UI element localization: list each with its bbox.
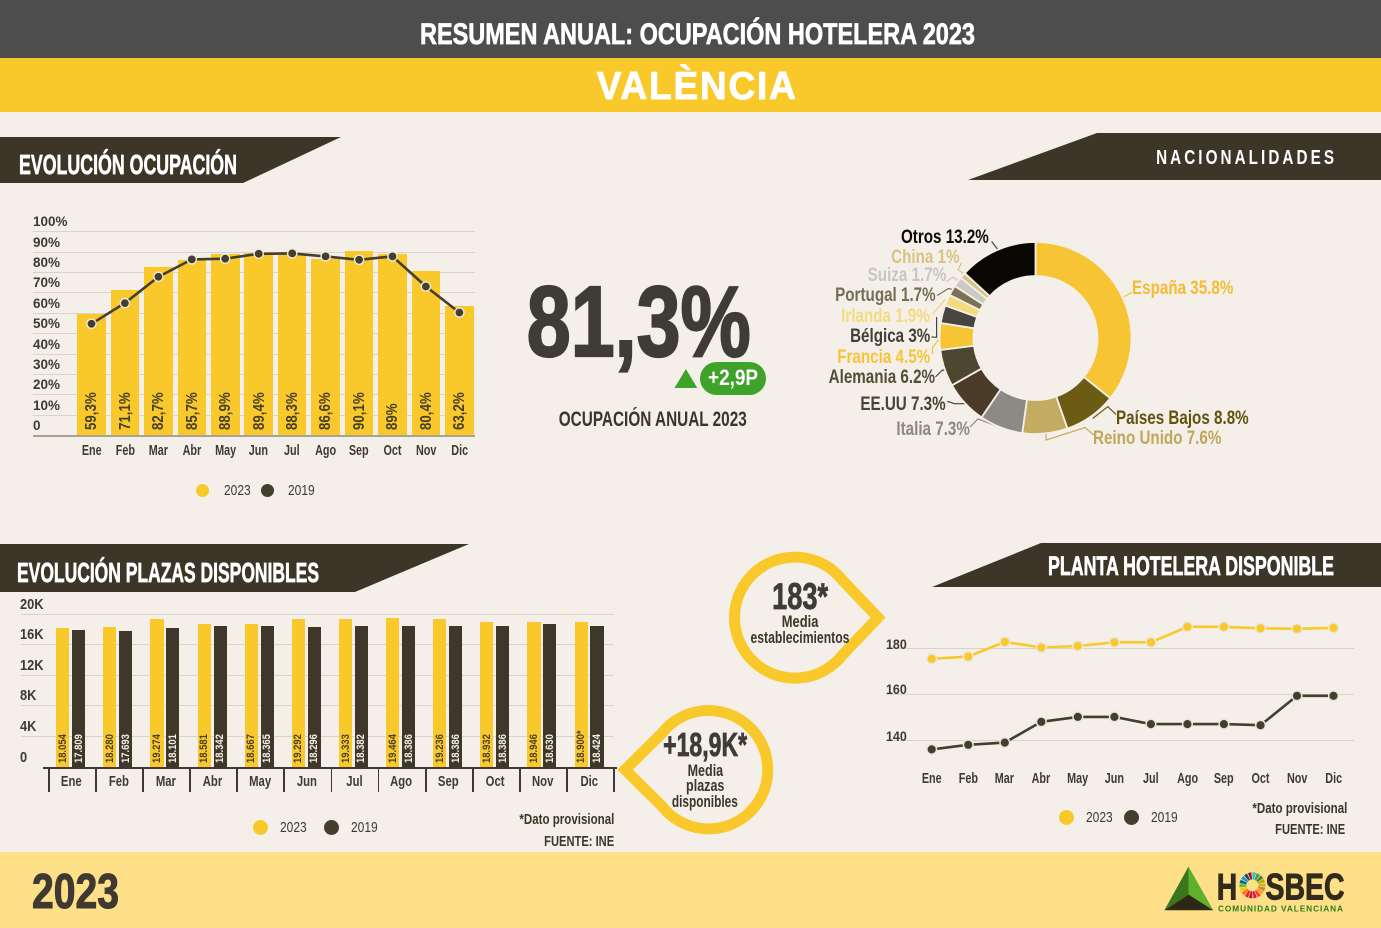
- svg-text:COMUNIDAD VALENCIANA: COMUNIDAD VALENCIANA: [1218, 903, 1343, 913]
- svg-text:H: H: [1217, 867, 1238, 908]
- svg-text:SBEC: SBEC: [1266, 867, 1345, 908]
